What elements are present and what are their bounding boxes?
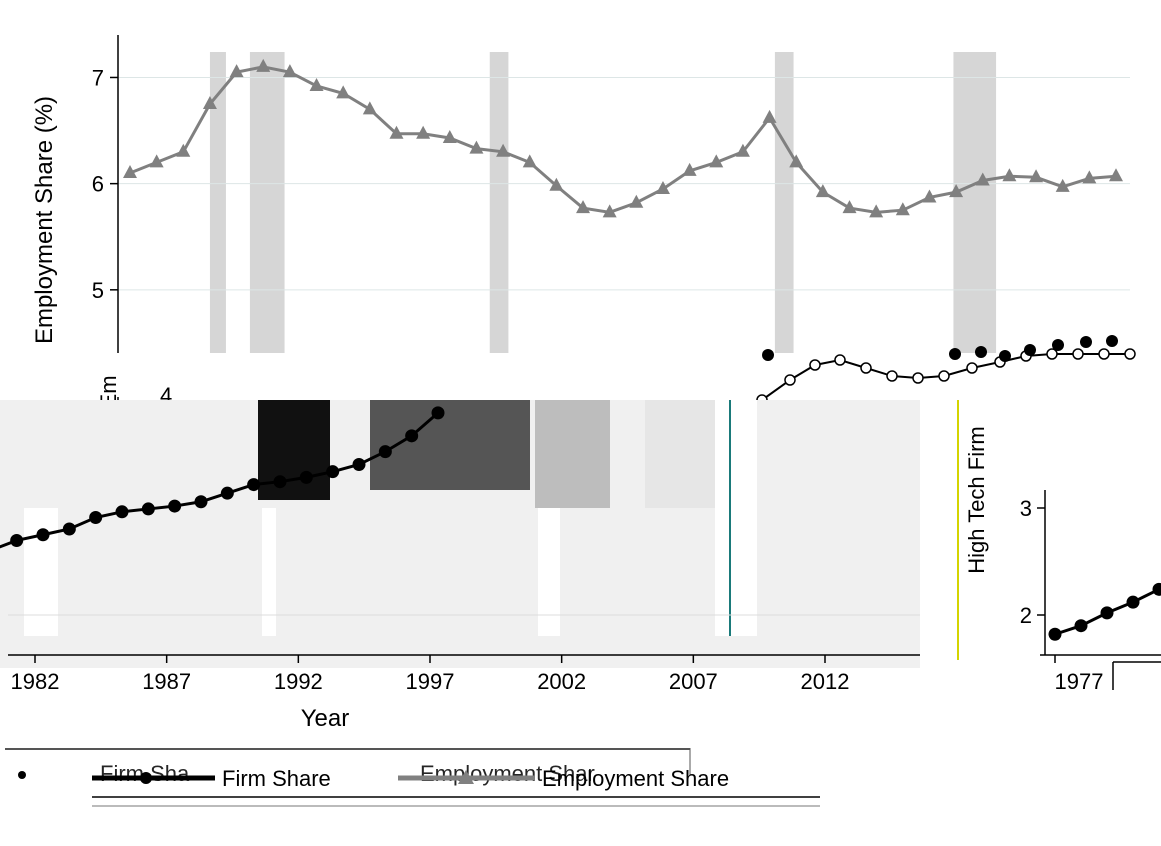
- bottom-band-3: [538, 508, 560, 636]
- firm-share-point-1987: [168, 500, 181, 513]
- bottom-x-tick-label-1997: 1997: [406, 669, 455, 694]
- firm-share-point-1994: [353, 458, 366, 471]
- bottom-x-tick-label-2012: 2012: [801, 669, 850, 694]
- strip-hollow-point-14: [1099, 349, 1109, 359]
- strip-hollow-point-12: [1047, 349, 1057, 359]
- firm-share-point-1993: [326, 465, 339, 478]
- bottom-band-2: [262, 508, 276, 636]
- firm-share-point-1995: [379, 445, 392, 458]
- right-y-tick-label-2: 2: [1020, 603, 1032, 628]
- top-y-tick-label-7: 7: [92, 65, 104, 90]
- strip-hollow-point-2: [785, 375, 795, 385]
- strip-hollow-point-15: [1125, 349, 1135, 359]
- strip-filled-point-7: [1080, 336, 1092, 348]
- recession-band-3: [490, 52, 509, 353]
- top-y-tick-label-6: 6: [92, 172, 104, 197]
- strip-filled-point-2: [949, 348, 961, 360]
- strip-hollow-point-6: [887, 371, 897, 381]
- right-firm-share-point-1980: [1127, 596, 1140, 609]
- right-y-tick-label-3: 3: [1020, 496, 1032, 521]
- firm-share-point-1982: [37, 528, 50, 541]
- bottom-x-tick-label-1992: 1992: [274, 669, 323, 694]
- firm-share-point-1990: [247, 478, 260, 491]
- bottom-band-1: [24, 508, 58, 636]
- firm-share-point-1984: [89, 511, 102, 524]
- legend-ghost-marker: [18, 771, 26, 779]
- top-y-axis-label: Employment Share (%): [31, 96, 58, 344]
- firm-share-point-1983: [63, 523, 76, 536]
- firm-share-point-1996: [405, 429, 418, 442]
- strip-hollow-point-9: [967, 363, 977, 373]
- right-firm-share-point-1978: [1075, 619, 1088, 632]
- strip-filled-point-1: [762, 349, 774, 361]
- strip-hollow-point-13: [1073, 349, 1083, 359]
- artefact-block-light: [535, 400, 610, 508]
- strip-background: [0, 353, 1161, 397]
- strip-hollow-point-4: [835, 355, 845, 365]
- bottom-x-tick-label-2002: 2002: [537, 669, 586, 694]
- legend-firm-label: Firm Share: [222, 766, 331, 791]
- strip-filled-point-6: [1052, 339, 1064, 351]
- strip-filled-point-4: [999, 350, 1011, 362]
- recession-band-4: [775, 52, 794, 353]
- strip-hollow-point-7: [913, 373, 923, 383]
- legend-box-top: [5, 748, 690, 750]
- strip-filled-point-8: [1106, 335, 1118, 347]
- legend-employment-label: Employment Share: [542, 766, 729, 791]
- strip-hollow-point-5: [861, 363, 871, 373]
- strip-hollow-point-3: [810, 360, 820, 370]
- bottom-x-axis-label: Year: [301, 705, 350, 732]
- bottom-band-4: [715, 400, 757, 636]
- bottom-x-tick-label-1987: 1987: [142, 669, 191, 694]
- artefact-block-dark: [258, 400, 330, 500]
- firm-share-point-1981: [10, 534, 23, 547]
- top-y-tick-label-5: 5: [92, 278, 104, 303]
- right-x-tick-label-1977: 1977: [1055, 669, 1104, 694]
- firm-share-point-1992: [300, 471, 313, 484]
- firm-share-point-1991: [274, 475, 287, 488]
- right-firm-share-point-1979: [1101, 606, 1114, 619]
- strip-filled-point-5: [1024, 344, 1036, 356]
- firm-share-point-1988: [195, 495, 208, 508]
- firm-share-point-1997: [432, 406, 445, 419]
- recession-band-1: [210, 52, 226, 353]
- strip-filled-point-3: [975, 346, 987, 358]
- firm-share-point-1989: [221, 487, 234, 500]
- artefact-block-pale: [645, 400, 725, 508]
- bottom-x-tick-label-1982: 1982: [11, 669, 60, 694]
- strip-hollow-point-8: [939, 371, 949, 381]
- firm-share-point-1985: [116, 505, 129, 518]
- recession-band-5: [953, 52, 996, 353]
- recession-band-2: [250, 52, 285, 353]
- bottom-x-tick-label-2007: 2007: [669, 669, 718, 694]
- right-y-axis-label: High Tech Firm: [964, 426, 989, 574]
- firm-share-point-1986: [142, 502, 155, 515]
- legend-firm-marker: [140, 772, 152, 784]
- right-firm-share-point-1977: [1049, 628, 1062, 641]
